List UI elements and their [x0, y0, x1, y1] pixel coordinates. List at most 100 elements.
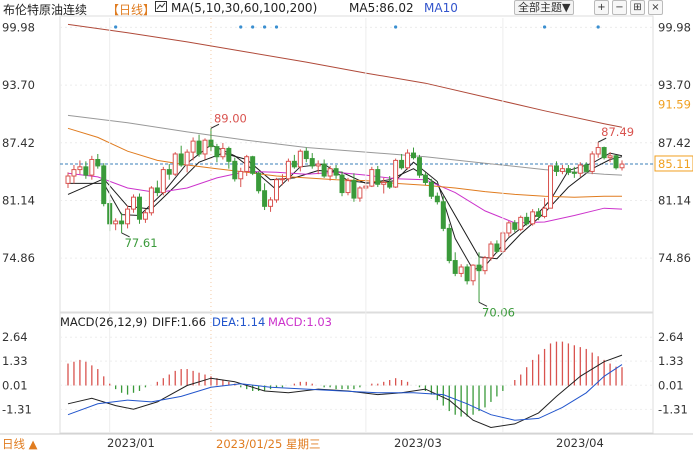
annotation-pointer-1 — [121, 232, 130, 238]
candle-body-31 — [250, 156, 256, 174]
annotation-label-1: 77.61 — [125, 236, 158, 250]
price-right-label-0: 91.59 — [658, 97, 691, 111]
x-tick-label-0: 2023/01 — [107, 436, 155, 450]
candle-body-61 — [428, 181, 434, 197]
candle-body-13 — [142, 212, 148, 220]
macd-diff-line — [67, 354, 623, 429]
time-axis-bar: 日线 ▲ 2023/01/25 星期三 2023/01 2023/03 2023… — [0, 435, 693, 451]
candle-body-63 — [440, 201, 446, 229]
macd-ytick-left-0: 2.64 — [2, 330, 28, 344]
ma5-value: MA5:86.02 — [349, 1, 414, 15]
candle-body-28 — [232, 160, 238, 180]
candle-body-0 — [65, 175, 71, 184]
candle-body-64 — [446, 227, 452, 262]
macd-panel-frame — [59, 312, 654, 434]
candle-body-86 — [577, 164, 583, 174]
macd-ytick-left-1: 1.33 — [2, 354, 28, 368]
minus-icon[interactable]: − — [612, 0, 627, 15]
ma10-label: MA10 — [424, 1, 458, 15]
candle-body-10 — [125, 208, 131, 225]
candle-body-57 — [405, 152, 411, 169]
candle-body-93 — [619, 163, 625, 169]
close-icon[interactable]: × — [648, 0, 663, 15]
top-bar: 布伦特原油连续 【日线】 MA(5,10,30,60,100,200) MA5:… — [0, 0, 693, 17]
candle-body-39 — [297, 150, 303, 168]
candle-body-72 — [494, 243, 500, 252]
candle-body-65 — [452, 260, 458, 274]
annotation-label-3: 87.49 — [601, 125, 634, 139]
ma-params-label[interactable]: MA(5,10,30,60,100,200) — [171, 1, 318, 15]
candle-body-75 — [512, 222, 518, 230]
annotation-pointer-0 — [210, 123, 220, 129]
candle-body-22 — [196, 140, 202, 155]
candle-body-53 — [381, 181, 387, 185]
candle-body-69 — [476, 264, 482, 272]
candle-body-2 — [77, 166, 83, 171]
candle-body-15 — [154, 187, 160, 194]
candle-body-82 — [553, 165, 559, 172]
candle-body-27 — [226, 147, 232, 162]
annotation-pointer-3 — [597, 137, 607, 143]
candle-body-85 — [571, 171, 577, 174]
candle-body-67 — [464, 266, 470, 282]
macd-dea-line — [67, 364, 623, 421]
candle-body-38 — [291, 160, 297, 168]
candle-body-70 — [482, 257, 488, 272]
candle-body-55 — [393, 159, 399, 188]
instrument-title: 布伦特原油连续 — [3, 3, 88, 17]
event-marker-0 — [114, 25, 118, 29]
candle-body-42 — [315, 163, 321, 167]
macd-ytick-left-2: 0.01 — [2, 378, 28, 392]
candle-body-40 — [303, 150, 309, 160]
candle-body-43 — [321, 163, 327, 177]
candle-body-81 — [548, 165, 554, 209]
candle-body-84 — [565, 168, 571, 173]
candle-body-9 — [119, 220, 125, 225]
price-ytick-right-1: 93.70 — [658, 78, 691, 92]
price-ytick-right-0: 99.98 — [658, 20, 691, 34]
candle-body-16 — [160, 169, 166, 194]
candle-body-29 — [238, 170, 244, 180]
ma-toggle-icon[interactable] — [155, 1, 167, 15]
macd-ytick-left-3: -1.31 — [2, 402, 32, 416]
theme-dropdown-button[interactable]: 全部主题▼ — [514, 0, 575, 15]
candle-body-51 — [369, 169, 375, 187]
candle-body-47 — [345, 180, 351, 194]
candle-body-48 — [351, 180, 357, 199]
event-marker-5 — [394, 25, 398, 29]
candle-body-87 — [583, 164, 589, 172]
candle-body-25 — [214, 146, 220, 158]
x-tick-label-2: 2023/04 — [556, 436, 604, 450]
candle-body-52 — [375, 169, 381, 185]
price-ytick-right-4: 74.86 — [658, 251, 691, 265]
event-marker-3 — [262, 25, 267, 29]
candle-body-60 — [422, 174, 428, 183]
last-price-box — [654, 155, 693, 172]
candle-body-3 — [83, 166, 89, 176]
price-ytick-left-3: 81.14 — [2, 193, 35, 207]
candle-body-54 — [387, 181, 393, 188]
candle-body-80 — [542, 207, 548, 217]
candle-body-1 — [71, 169, 77, 177]
candle-body-24 — [208, 139, 214, 148]
candle-body-8 — [113, 220, 119, 225]
candle-body-92 — [613, 155, 619, 169]
candle-body-68 — [470, 264, 476, 282]
candle-body-45 — [333, 168, 339, 176]
settings-icon[interactable]: ⊞ — [630, 0, 645, 15]
period-tag: 【日线】 — [107, 3, 156, 17]
candle-body-32 — [256, 172, 262, 192]
period-switch-button[interactable]: 日线 ▲ — [2, 437, 38, 451]
candle-body-37 — [285, 160, 291, 180]
candle-body-33 — [262, 190, 268, 207]
ma-line-ma60 — [67, 127, 622, 198]
price-ytick-left-4: 74.86 — [2, 251, 35, 265]
event-marker-4 — [274, 25, 279, 29]
macd-diff-value: DIFF:1.66 — [152, 315, 207, 329]
add-icon[interactable]: + — [594, 0, 609, 15]
macd-ytick-right-2: 0.01 — [658, 378, 684, 392]
macd-dea-value: DEA:1.14 — [212, 315, 266, 329]
macd-histogram-value: MACD:1.03 — [268, 315, 332, 329]
candle-body-83 — [559, 168, 565, 172]
